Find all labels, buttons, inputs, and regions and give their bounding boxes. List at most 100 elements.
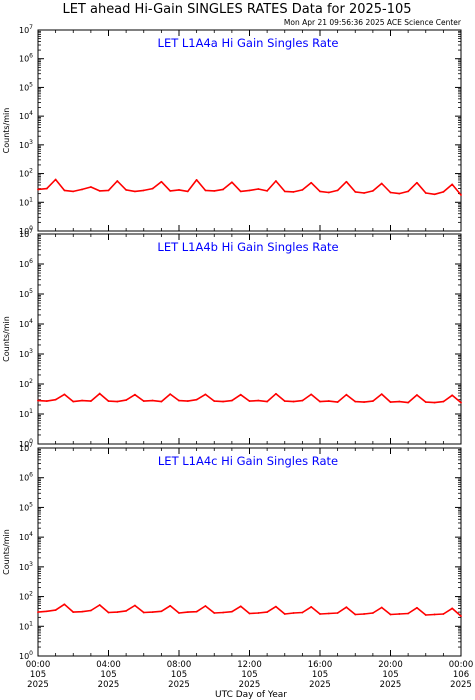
data-point [424, 401, 427, 403]
data-point [98, 392, 101, 395]
data-point [257, 612, 260, 614]
data-point [63, 189, 66, 192]
x-axis: 00:00105202504:00105202508:00105202512:0… [26, 660, 474, 690]
data-point [213, 189, 216, 192]
data-point [407, 401, 410, 404]
data-point [451, 183, 454, 186]
data-point [195, 610, 198, 613]
data-point [433, 613, 436, 616]
data-point [107, 611, 110, 614]
x-tick-label-year: 2025 [309, 680, 331, 690]
y-tick-label: 100 [19, 438, 33, 449]
data-point [407, 612, 410, 615]
data-point [230, 610, 233, 613]
y-tick-label: 105 [19, 501, 33, 512]
data-point [275, 392, 277, 395]
data-point [319, 190, 321, 193]
data-point [89, 186, 92, 188]
data-point [195, 398, 198, 401]
y-tick-label: 102 [19, 591, 33, 602]
x-tick-label-day: 105 [382, 670, 398, 680]
data-point [178, 399, 180, 402]
panel-title: LET L1A4c Hi Gain Singles Rate [158, 454, 338, 468]
y-tick-label: 106 [19, 258, 33, 269]
data-point [248, 612, 251, 615]
data-point [275, 605, 277, 608]
data-point [380, 182, 383, 185]
data-point [186, 400, 189, 402]
data-point [213, 400, 216, 402]
data-point [125, 188, 128, 191]
data-point [230, 181, 233, 184]
data-point [45, 187, 48, 190]
data-point [283, 190, 286, 193]
y-axis-label: Counts/min [2, 108, 11, 154]
data-point [248, 400, 251, 402]
x-tick-label-year: 2025 [98, 680, 120, 690]
data-point [151, 187, 154, 190]
data-point [204, 189, 207, 192]
data-point [98, 189, 101, 192]
y-tick-label: 100 [19, 225, 33, 236]
data-point [336, 401, 339, 403]
data-point [416, 606, 418, 609]
data-point [380, 393, 383, 396]
data-point [178, 612, 180, 614]
data-point [292, 190, 295, 193]
data-point [239, 190, 242, 193]
data-point [460, 615, 462, 618]
data-point [72, 611, 75, 614]
data-point [81, 399, 83, 402]
data-point [345, 393, 348, 396]
data-point [451, 607, 454, 610]
data-point [54, 398, 57, 401]
data-point [292, 612, 295, 614]
data-point [63, 393, 66, 396]
data-point [301, 188, 304, 191]
data-point [257, 188, 260, 190]
data-point [442, 190, 445, 193]
data-point [239, 605, 242, 608]
data-point [398, 192, 401, 195]
data-point [169, 604, 172, 607]
y-tick-label: 103 [19, 139, 33, 150]
data-point [371, 612, 374, 614]
data-point [433, 193, 436, 196]
data-point [54, 609, 57, 612]
data-point [37, 611, 39, 614]
data-point [451, 394, 454, 397]
data-point [327, 400, 330, 402]
panel-title: LET L1A4a Hi Gain Singles Rate [158, 36, 339, 50]
data-point [169, 189, 172, 192]
panel-1: 100 101 102 103 104 105 106 107 Counts/min LET L1… [2, 24, 462, 236]
y-tick-label: 101 [19, 196, 33, 207]
x-tick-label-day: 105 [100, 670, 116, 680]
series-line [37, 178, 462, 196]
data-point [266, 189, 269, 192]
data-point [460, 194, 462, 196]
data-point [81, 188, 83, 191]
data-point [380, 606, 383, 609]
y-tick-label: 104 [19, 110, 33, 121]
data-point [354, 400, 357, 403]
data-point [283, 400, 286, 402]
data-point [89, 400, 92, 402]
data-point [222, 611, 224, 614]
data-point [222, 188, 224, 191]
data-point [72, 190, 75, 193]
data-point [134, 393, 136, 396]
y-tick-label: 105 [19, 288, 33, 299]
y-tick-label: 105 [19, 81, 33, 92]
data-point [442, 400, 445, 403]
panel-frame [37, 447, 462, 657]
data-point [354, 190, 357, 193]
data-point [336, 189, 339, 192]
data-point [336, 612, 339, 614]
data-point [134, 604, 136, 607]
data-point [125, 399, 128, 402]
x-tick-label-day: 105 [30, 670, 46, 680]
data-point [230, 399, 233, 402]
data-point [371, 400, 374, 402]
x-tick-label-time: 08:00 [167, 660, 192, 670]
y-tick-label: 104 [19, 531, 33, 542]
